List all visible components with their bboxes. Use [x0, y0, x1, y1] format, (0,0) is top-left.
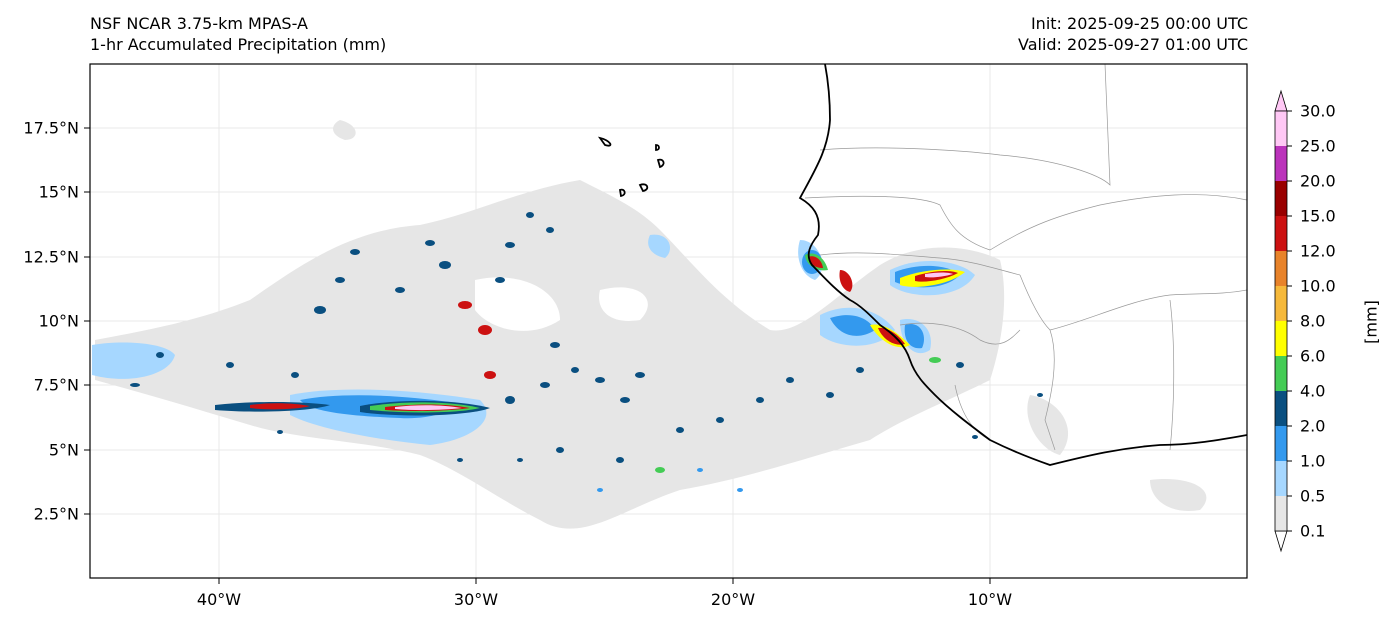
lon-tick-label: 30°W [454, 590, 498, 609]
colorbar-tick-label: 8.0 [1300, 312, 1325, 331]
lat-tick-label: 15°N [39, 183, 79, 202]
colorbar-swatch [1275, 356, 1287, 391]
lat-tick-label: 5°N [49, 441, 79, 460]
lat-tick-label: 2.5°N [34, 505, 79, 524]
colorbar-swatch [1275, 216, 1287, 251]
lon-tick-label: 20°W [711, 590, 755, 609]
lat-tick-label: 12.5°N [23, 248, 79, 267]
colorbar-swatch [1275, 391, 1287, 426]
colorbar-tick-label: 0.1 [1300, 522, 1325, 541]
colorbar-tick-label: 30.0 [1300, 102, 1336, 121]
map-panel [90, 64, 1247, 578]
colorbar-tick-label: 25.0 [1300, 137, 1336, 156]
colorbar-tick-label: 10.0 [1300, 277, 1336, 296]
map-figure [0, 0, 1384, 623]
colorbar-extend-max [1275, 91, 1287, 111]
colorbar-tick-label: 2.0 [1300, 417, 1325, 436]
colorbar-swatch [1275, 426, 1287, 461]
colorbar-tick-label: 20.0 [1300, 172, 1336, 191]
colorbar [1275, 91, 1292, 551]
colorbar-tick-label: 4.0 [1300, 382, 1325, 401]
lat-tick-label: 10°N [39, 312, 79, 331]
colorbar-swatch [1275, 286, 1287, 321]
colorbar-swatch [1275, 181, 1287, 216]
colorbar-tick-label: 0.5 [1300, 487, 1325, 506]
colorbar-swatch [1275, 496, 1287, 531]
colorbar-tick-label: 1.0 [1300, 452, 1325, 471]
colorbar-extend-min [1275, 531, 1287, 551]
colorbar-swatch [1275, 321, 1287, 356]
colorbar-tick-label: 15.0 [1300, 207, 1336, 226]
colorbar-swatch [1275, 461, 1287, 496]
lat-tick-label: 7.5°N [34, 376, 79, 395]
colorbar-tick-label: 6.0 [1300, 347, 1325, 366]
colorbar-swatch [1275, 146, 1287, 181]
colorbar-swatch [1275, 111, 1287, 146]
colorbar-swatch [1275, 251, 1287, 286]
lon-tick-label: 40°W [197, 590, 241, 609]
colorbar-tick-label: 12.0 [1300, 242, 1336, 261]
lon-tick-label: 10°W [968, 590, 1012, 609]
colorbar-unit-label: [mm] [1361, 300, 1380, 344]
lat-tick-label: 17.5°N [23, 119, 79, 138]
